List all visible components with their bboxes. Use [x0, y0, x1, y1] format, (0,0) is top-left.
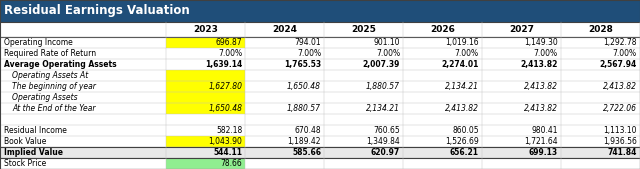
Text: 7.00%: 7.00% — [455, 49, 479, 58]
Text: Implied Value: Implied Value — [4, 148, 63, 157]
Text: 656.21: 656.21 — [450, 148, 479, 157]
Text: 1,149.30: 1,149.30 — [524, 38, 558, 47]
Bar — [166, 158, 245, 169]
Text: 544.11: 544.11 — [213, 148, 242, 157]
Text: 860.05: 860.05 — [452, 126, 479, 135]
Text: 1,880.57: 1,880.57 — [287, 104, 321, 113]
Text: 7.00%: 7.00% — [297, 49, 321, 58]
Text: At the End of the Year: At the End of the Year — [12, 104, 95, 113]
Text: Residual Earnings Valuation: Residual Earnings Valuation — [4, 4, 190, 17]
Text: 2025: 2025 — [351, 25, 376, 34]
Text: 1,880.57: 1,880.57 — [366, 82, 400, 91]
Text: 1,627.80: 1,627.80 — [208, 82, 242, 91]
Text: 794.01: 794.01 — [294, 38, 321, 47]
Bar — [166, 37, 245, 48]
Text: 1,043.90: 1,043.90 — [208, 137, 242, 146]
Text: 2,413.82: 2,413.82 — [445, 104, 479, 113]
Text: 760.65: 760.65 — [373, 126, 400, 135]
Text: Required Rate of Return: Required Rate of Return — [4, 49, 97, 58]
Bar — [166, 70, 245, 81]
Text: 696.87: 696.87 — [216, 38, 242, 47]
Text: 1,639.14: 1,639.14 — [205, 60, 242, 69]
Text: 670.48: 670.48 — [294, 126, 321, 135]
Text: 901.10: 901.10 — [374, 38, 400, 47]
Text: 1,189.42: 1,189.42 — [287, 137, 321, 146]
Bar — [0, 22, 640, 37]
Text: 1,936.56: 1,936.56 — [603, 137, 637, 146]
Bar — [166, 81, 245, 92]
Text: 1,650.48: 1,650.48 — [208, 104, 242, 113]
Text: 2028: 2028 — [588, 25, 613, 34]
Text: 620.97: 620.97 — [371, 148, 400, 157]
Text: 2026: 2026 — [430, 25, 455, 34]
Text: 2,134.21: 2,134.21 — [366, 104, 400, 113]
Text: Operating Assets: Operating Assets — [12, 93, 78, 102]
Text: 1,526.69: 1,526.69 — [445, 137, 479, 146]
Text: Operating Income: Operating Income — [4, 38, 73, 47]
Text: 2,413.82: 2,413.82 — [524, 104, 558, 113]
Text: 980.41: 980.41 — [531, 126, 558, 135]
Text: 585.66: 585.66 — [292, 148, 321, 157]
Text: Stock Price: Stock Price — [4, 159, 47, 168]
Text: The beginning of year: The beginning of year — [12, 82, 96, 91]
Bar — [0, 147, 640, 158]
Text: Book Value: Book Value — [4, 137, 47, 146]
Text: 582.18: 582.18 — [216, 126, 242, 135]
Text: 7.00%: 7.00% — [218, 49, 242, 58]
Text: 7.00%: 7.00% — [612, 49, 637, 58]
Text: 2024: 2024 — [272, 25, 298, 34]
Text: 78.66: 78.66 — [220, 159, 242, 168]
Text: Operating Assets At: Operating Assets At — [12, 71, 88, 80]
Text: 7.00%: 7.00% — [534, 49, 558, 58]
Text: 1,113.10: 1,113.10 — [604, 126, 637, 135]
Text: 1,019.16: 1,019.16 — [445, 38, 479, 47]
Bar — [0, 0, 640, 22]
Text: 2,413.82: 2,413.82 — [603, 82, 637, 91]
Text: 1,349.84: 1,349.84 — [366, 137, 400, 146]
Text: 2,567.94: 2,567.94 — [600, 60, 637, 69]
Text: 2023: 2023 — [193, 25, 218, 34]
Text: 699.13: 699.13 — [529, 148, 558, 157]
Text: Average Operating Assets: Average Operating Assets — [4, 60, 117, 69]
Text: 2,722.06: 2,722.06 — [603, 104, 637, 113]
Bar — [166, 136, 245, 147]
Text: Residual Income: Residual Income — [4, 126, 67, 135]
Text: 2,007.39: 2,007.39 — [363, 60, 400, 69]
Text: 741.84: 741.84 — [607, 148, 637, 157]
Text: 1,650.48: 1,650.48 — [287, 82, 321, 91]
Text: 2,413.82: 2,413.82 — [524, 82, 558, 91]
Text: 1,292.78: 1,292.78 — [604, 38, 637, 47]
Bar — [166, 92, 245, 103]
Text: 2,413.82: 2,413.82 — [520, 60, 558, 69]
Text: 2027: 2027 — [509, 25, 534, 34]
Text: 1,721.64: 1,721.64 — [524, 137, 558, 146]
Text: 2,134.21: 2,134.21 — [445, 82, 479, 91]
Text: 1,765.53: 1,765.53 — [284, 60, 321, 69]
Text: 2,274.01: 2,274.01 — [442, 60, 479, 69]
Bar — [166, 103, 245, 114]
Text: 7.00%: 7.00% — [376, 49, 400, 58]
